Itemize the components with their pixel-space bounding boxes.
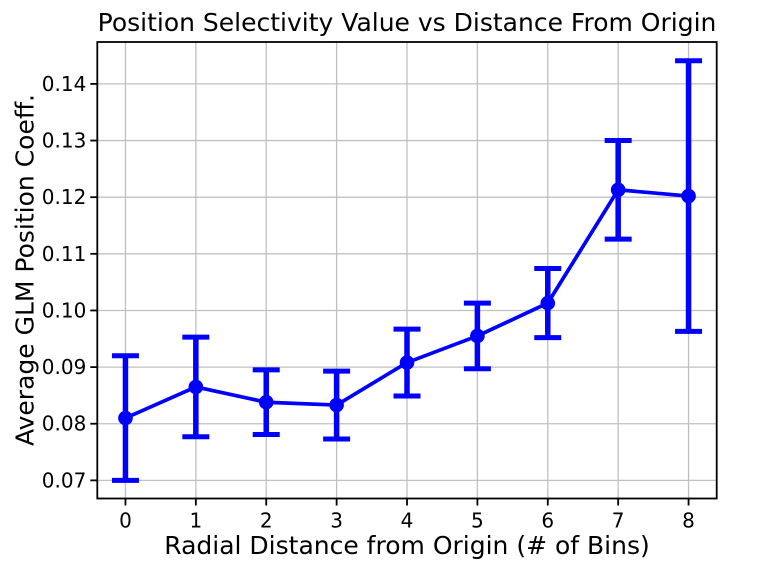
data-point-marker (399, 355, 415, 370)
x-tick-label: 2 (260, 509, 273, 533)
y-tick-label: 0.08 (42, 412, 87, 436)
x-tick-label: 7 (612, 509, 625, 533)
x-axis-label: Radial Distance from Origin (# of Bins) (164, 531, 650, 560)
x-tick-label: 8 (682, 509, 695, 533)
data-point-marker (681, 188, 696, 204)
x-tick-label: 0 (119, 509, 132, 533)
data-point-marker (118, 410, 133, 426)
data-point-marker (610, 182, 626, 198)
x-tick-label: 5 (471, 509, 484, 533)
data-point-marker (329, 397, 344, 413)
x-tick-label: 3 (330, 509, 343, 533)
data-point-marker (470, 328, 485, 344)
y-tick-label: 0.13 (42, 129, 87, 153)
data-point-marker (188, 379, 204, 395)
x-tick-label: 4 (401, 509, 414, 533)
y-tick-label: 0.11 (42, 242, 87, 266)
y-tick-label: 0.14 (42, 72, 87, 96)
x-tick-label: 1 (189, 509, 202, 533)
y-tick-label: 0.10 (42, 298, 87, 322)
data-point-marker (540, 295, 556, 311)
y-tick-label: 0.12 (42, 185, 87, 209)
x-tick-label: 6 (541, 509, 554, 533)
chart-title: Position Selectivity Value vs Distance F… (97, 8, 717, 37)
y-tick-label: 0.07 (42, 468, 87, 492)
y-tick-label: 0.09 (42, 355, 87, 379)
data-point-marker (258, 394, 274, 410)
